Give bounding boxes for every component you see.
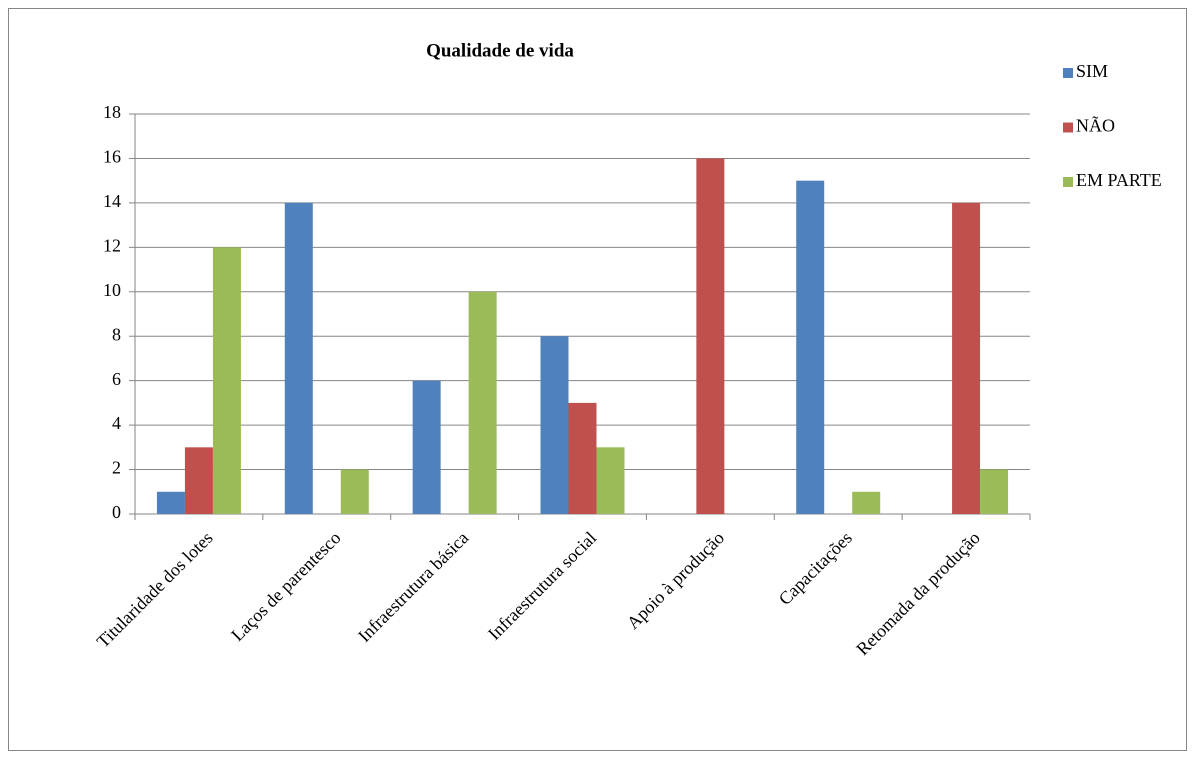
bar — [468, 291, 497, 514]
bar — [284, 202, 313, 514]
legend-swatch — [1063, 177, 1073, 187]
legend-label: SIM — [1076, 61, 1108, 81]
bar — [596, 447, 625, 514]
y-tick-label: 4 — [112, 413, 121, 433]
bar — [568, 402, 597, 514]
bar — [156, 491, 185, 514]
legend-label: EM PARTE — [1076, 170, 1162, 190]
y-tick-label: 14 — [103, 191, 121, 211]
y-tick-label: 2 — [112, 458, 121, 478]
legend-label: NÃO — [1076, 115, 1115, 136]
chart-title: Qualidade de vida — [426, 40, 574, 61]
bar — [796, 180, 825, 514]
bar — [212, 247, 241, 515]
bar — [852, 491, 881, 514]
bar — [412, 380, 441, 514]
bar — [540, 336, 569, 514]
y-tick-label: 16 — [103, 147, 121, 167]
legend-swatch — [1063, 68, 1073, 78]
y-tick-label: 6 — [112, 369, 121, 389]
bar — [340, 469, 369, 514]
legend-swatch — [1063, 122, 1073, 133]
y-tick-label: 18 — [103, 102, 121, 122]
bar — [696, 158, 725, 514]
y-tick-label: 8 — [112, 324, 121, 344]
y-tick-label: 10 — [103, 280, 121, 300]
bar — [952, 202, 981, 514]
chart-frame — [8, 8, 1187, 751]
bar — [980, 469, 1009, 514]
y-tick-label: 0 — [112, 502, 121, 522]
bar — [184, 447, 213, 514]
y-tick-label: 12 — [103, 235, 121, 255]
